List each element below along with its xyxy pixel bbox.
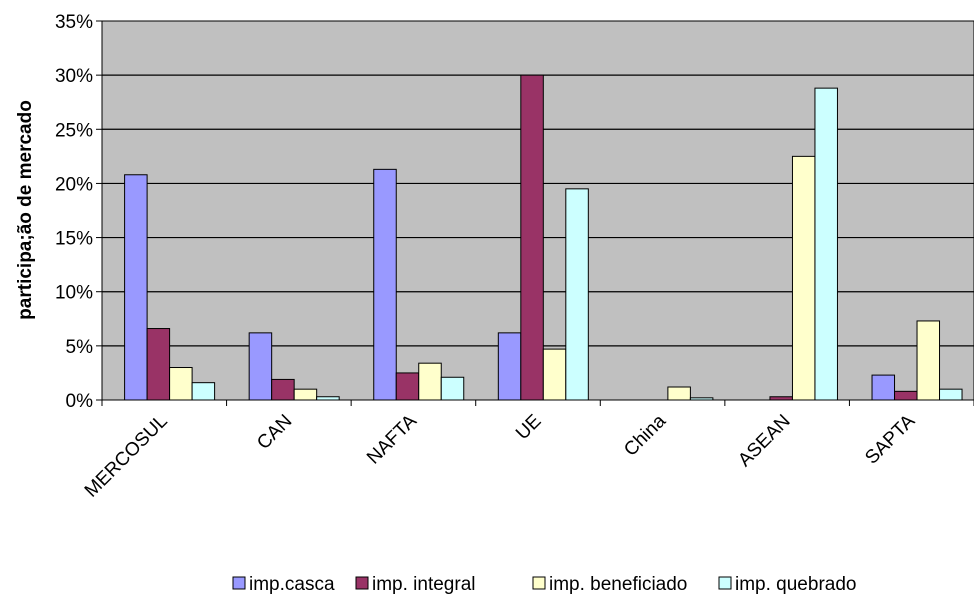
legend-label-2: imp. integral	[372, 574, 476, 595]
bar-ue-series-3	[542, 348, 567, 401]
y-tick-label: 30%	[55, 66, 93, 87]
y-tick-label: 0%	[66, 391, 94, 412]
axes	[101, 21, 974, 401]
x-ticks: MERCOSUL CAN NAFTA UE China ASEAN SAPTA	[81, 400, 974, 502]
legend-label-4: imp. quebrado	[735, 574, 856, 595]
y-axis-label: participa;ão de mercado	[15, 100, 36, 320]
x-tick-label-can: CAN	[253, 411, 296, 454]
bar-sapta-series-4	[939, 388, 963, 401]
legend-swatch-2	[355, 576, 369, 590]
bar-nafta-series-3	[418, 362, 442, 401]
bar-asean-series-3	[791, 155, 816, 401]
bar-nafta-series-2	[395, 372, 420, 401]
bar-can-series-1	[248, 332, 273, 401]
bar-sapta-series-1	[871, 374, 896, 401]
legend-label-1: imp.casca	[249, 574, 335, 595]
bar-nafta-series-1	[373, 168, 397, 401]
y-tick-label: 10%	[55, 283, 93, 304]
bar-mercosul-series-4	[191, 382, 216, 401]
bar-ue-series-4	[565, 188, 589, 401]
x-tick-label-asean: ASEAN	[734, 411, 794, 471]
x-tick-label-china: China	[620, 410, 670, 460]
y-tick-label: 35%	[55, 12, 93, 33]
legend-swatch-1	[232, 576, 246, 590]
y-tick-label: 15%	[55, 229, 93, 250]
bar-sapta-series-2	[894, 390, 918, 401]
bar-mercosul-series-1	[124, 174, 148, 401]
y-tick-label: 20%	[55, 174, 93, 195]
bar-sapta-series-3	[916, 320, 941, 401]
legend-label-3: imp. beneficiado	[549, 574, 687, 595]
bar-mercosul-series-2	[146, 328, 171, 401]
x-tick-label-ue: UE	[512, 411, 546, 445]
bar-mercosul-series-3	[169, 367, 193, 401]
bar-asean-series-4	[814, 87, 838, 401]
legend-swatch-4	[718, 576, 732, 590]
y-tick-label: 5%	[66, 337, 94, 358]
x-tick-label-nafta: NAFTA	[363, 410, 421, 468]
y-tick-label: 25%	[55, 120, 93, 141]
bar-nafta-series-4	[440, 376, 465, 401]
bar-ue-series-1	[497, 332, 522, 401]
bars	[124, 74, 963, 401]
legend-swatch-3	[532, 576, 546, 590]
y-ticks: 0% 5% 10% 15% 20% 25% 30% 35%	[55, 12, 102, 412]
bar-can-series-3	[293, 388, 318, 401]
bar-china-series-3	[667, 386, 691, 401]
x-tick-label-sapta: SAPTA	[861, 410, 919, 468]
legend: imp.casca imp. integral imp. beneficiado im…	[232, 574, 856, 595]
bar-ue-series-2	[520, 74, 544, 401]
bar-can-series-2	[271, 378, 295, 401]
x-tick-label-mercosul: MERCOSUL	[81, 411, 172, 502]
